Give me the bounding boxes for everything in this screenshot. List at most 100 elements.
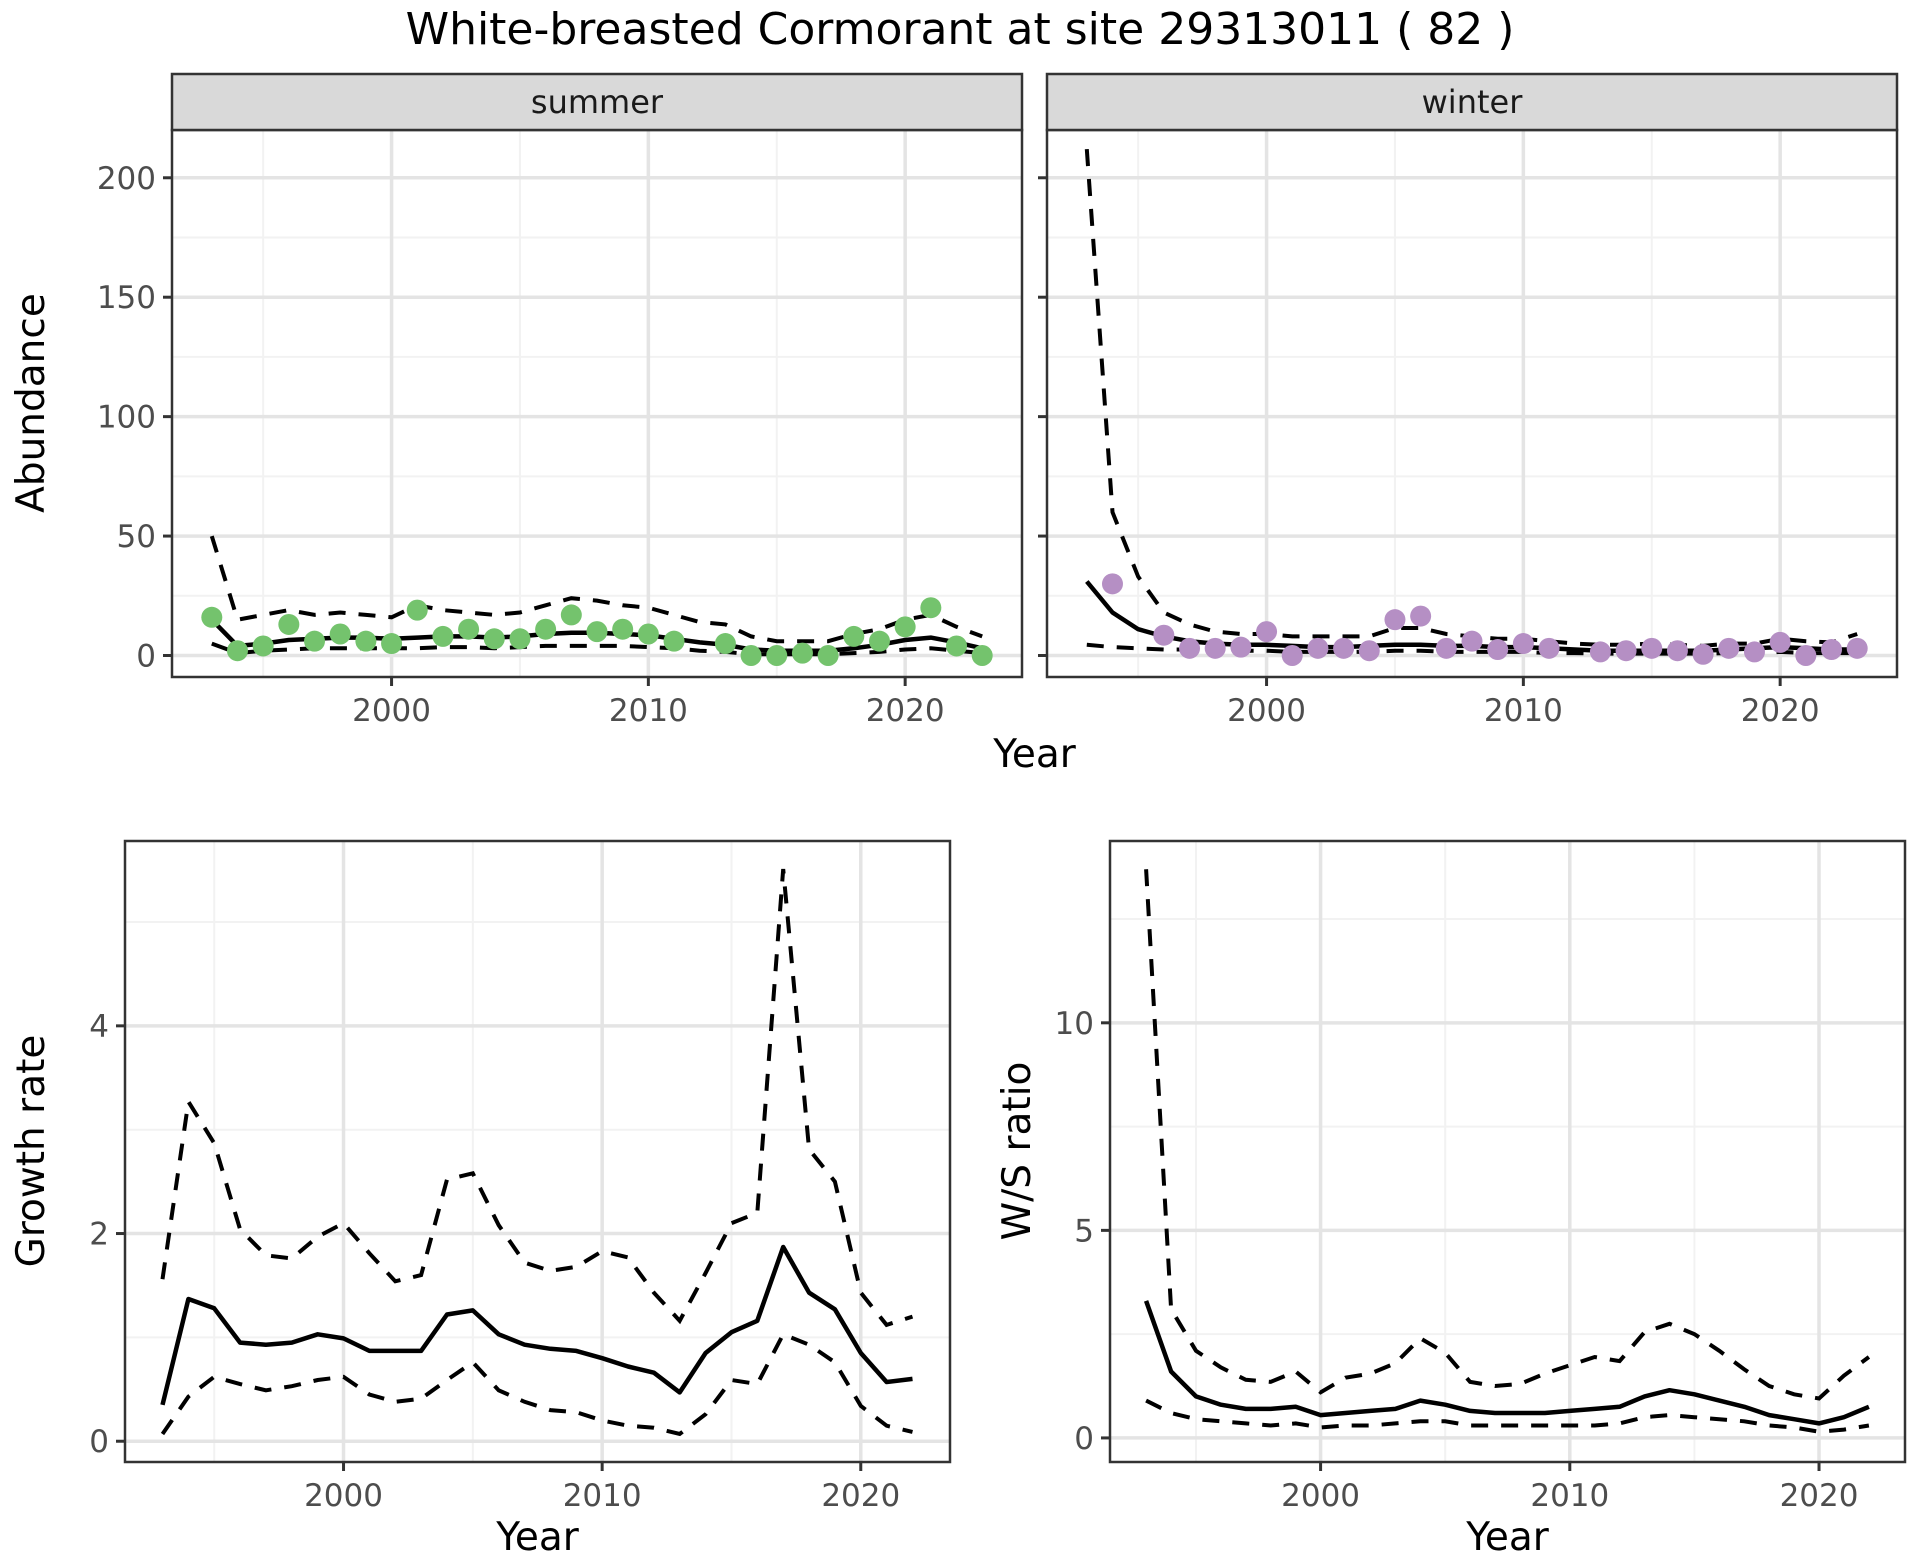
x-axis-title-top: Year [992,732,1077,777]
fit-line [160,1244,913,1406]
y-axis-title: W/S ratio [995,1062,1040,1241]
panel-background [1047,130,1897,677]
panel-border [1108,839,1907,1464]
x-tick-label: 2020 [1741,693,1820,729]
data-point [586,621,608,643]
data-point [1101,573,1123,595]
panel-background [172,130,1022,677]
data-point [1769,631,1791,653]
lower-ci-line [1145,1398,1870,1434]
data-point [329,623,351,645]
y-tick-label: 0 [89,1424,109,1460]
y-tick-label: 50 [117,519,156,555]
x-tick-label: 2010 [563,1478,642,1514]
data-point [483,628,505,650]
data-point [1641,637,1663,659]
data-point [1410,605,1432,627]
data-point [740,645,762,667]
data-point [1230,636,1252,658]
facet-strip-label: summer [531,83,664,121]
data-point [1307,637,1329,659]
panel-border [123,839,952,1464]
facet-strip-label: winter [1422,83,1524,121]
data-point [355,630,377,652]
data-point [252,635,274,657]
data-point [843,625,865,647]
panel-background [1110,841,1905,1462]
panel-abundance_summer: summer 2000 2010 2020 0 50 100 150 200 Abundance [9,72,1024,729]
data-point [817,645,839,667]
data-point [1179,637,1201,659]
panel-abundance_winter: winter 2000 2010 2020 [1038,72,1899,729]
data-point [432,625,454,647]
data-point [1153,624,1175,646]
y-tick-label: 100 [97,400,156,436]
upper-ci-line [209,535,983,644]
data-point [1487,639,1509,661]
data-point [637,623,659,645]
upper-ci-line [1144,869,1871,1401]
x-tick-label: 2020 [821,1478,900,1514]
data-point [946,635,968,657]
data-point [868,630,890,652]
data-point [1538,637,1560,659]
data-point [1333,637,1355,659]
data-point [406,599,428,621]
y-tick-label: 150 [97,280,156,316]
data-point [612,618,634,640]
y-tick-label: 0 [136,639,156,675]
y-axis-title: Abundance [9,293,54,513]
data-point [201,606,223,628]
data-point [1795,645,1817,667]
y-tick-label: 10 [1055,1006,1094,1042]
x-axis-title: Year [495,1515,580,1560]
data-point [1821,639,1843,661]
data-point [1384,609,1406,631]
data-point [509,628,531,650]
x-tick-label: 2010 [609,693,688,729]
data-point [1435,637,1457,659]
data-point [714,633,736,655]
data-point [560,604,582,626]
panel-background [125,841,950,1462]
data-point [278,613,300,635]
fit-line [1143,1300,1870,1426]
data-point [1589,641,1611,663]
data-point [920,597,942,619]
x-tick-label: 2000 [1281,1478,1360,1514]
data-point [1204,637,1226,659]
facet-strip [1045,72,1899,132]
data-point [1281,645,1303,667]
y-axis-title: Growth rate [9,1035,54,1268]
x-tick-label: 2000 [352,693,431,729]
data-point [458,618,480,640]
y-tick-label: 4 [89,1009,109,1045]
y-tick-label: 5 [1074,1213,1094,1249]
data-point [535,618,557,640]
y-tick-label: 0 [1074,1421,1094,1457]
data-point [1666,640,1688,662]
data-point [894,616,916,638]
data-point [766,645,788,667]
panel-ws_ratio: 2000 2010 2020 0 5 10 W/S ratio Year [995,839,1907,1560]
x-tick-label: 2020 [1780,1478,1859,1514]
data-point [791,642,813,664]
data-point [1718,637,1740,659]
data-point [1692,643,1714,665]
lower-ci-line [160,1331,913,1437]
x-tick-label: 2000 [1227,693,1306,729]
data-point [304,630,326,652]
upper-ci-line [160,868,914,1328]
x-axis-title: Year [1465,1515,1550,1560]
facet-strip [170,72,1024,132]
x-tick-label: 2010 [1484,693,1563,729]
data-point [663,630,685,652]
data-point [1358,640,1380,662]
y-tick-label: 2 [89,1217,109,1253]
plot-title: White-breasted Cormorant at site 2931301… [405,4,1515,55]
data-point [1256,621,1278,643]
x-tick-label: 2000 [304,1478,383,1514]
data-point [226,640,248,662]
